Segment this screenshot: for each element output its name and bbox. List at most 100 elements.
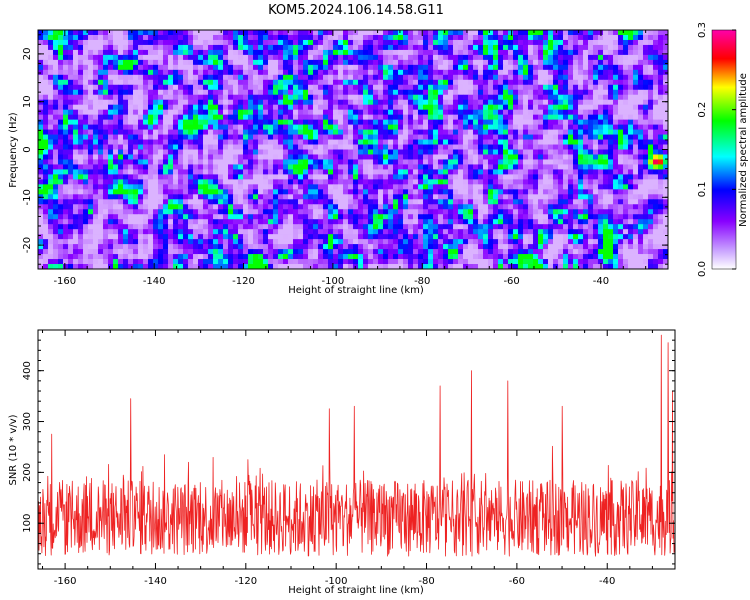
- heatmap-cell: [313, 129, 319, 135]
- heatmap-cell: [263, 189, 269, 195]
- heatmap-cell: [313, 154, 319, 160]
- heatmap-cell: [153, 184, 159, 190]
- heatmap-cell: [123, 144, 129, 150]
- heatmap-cell: [273, 169, 279, 175]
- heatmap-cell: [128, 199, 134, 205]
- heatmap-cell: [478, 209, 484, 215]
- heatmap-cell: [273, 144, 279, 150]
- heatmap-cell: [283, 144, 289, 150]
- heatmap-cell: [443, 164, 449, 170]
- heatmap-cell: [383, 64, 389, 71]
- heatmap-cell: [63, 144, 69, 150]
- heatmap-cell: [603, 94, 609, 101]
- heatmap-cell: [53, 204, 59, 210]
- heatmap-cell: [488, 124, 494, 130]
- heatmap-cell: [248, 149, 254, 155]
- heatmap-cell: [123, 84, 129, 91]
- heatmap-cell: [153, 99, 159, 106]
- heatmap-cell: [108, 69, 114, 76]
- heatmap-cell: [303, 89, 309, 96]
- heatmap-cell: [463, 44, 469, 51]
- heatmap-cell: [383, 139, 389, 145]
- heatmap-cell: [168, 114, 174, 121]
- heatmap-cell: [488, 164, 494, 170]
- heatmap-cell: [428, 174, 434, 180]
- heatmap-cell: [658, 39, 664, 46]
- heatmap-cell: [53, 99, 59, 106]
- heatmap-cell: [383, 69, 389, 76]
- heatmap-cell: [103, 119, 109, 126]
- heatmap-cell: [118, 124, 124, 130]
- heatmap-cell: [203, 204, 209, 210]
- heatmap-cell: [588, 214, 594, 220]
- heatmap-cell: [538, 44, 544, 51]
- heatmap-cell: [458, 114, 464, 121]
- heatmap-cell: [178, 144, 184, 150]
- heatmap-cell: [578, 174, 584, 180]
- heatmap-cell: [328, 154, 334, 160]
- heatmap-cell: [88, 144, 94, 150]
- heatmap-cell: [418, 204, 424, 210]
- heatmap-cell: [253, 74, 259, 81]
- heatmap-cell: [358, 189, 364, 195]
- heatmap-cell: [393, 144, 399, 150]
- heatmap-cell: [623, 39, 629, 46]
- heatmap-cell: [513, 49, 519, 56]
- heatmap-cell: [393, 224, 399, 230]
- heatmap-cell: [108, 139, 114, 145]
- heatmap-cell: [108, 134, 114, 140]
- heatmap-cell: [278, 139, 284, 145]
- heatmap-cell: [273, 199, 279, 205]
- heatmap-cell: [113, 164, 119, 170]
- heatmap-cell: [643, 164, 649, 170]
- heatmap-cell: [88, 189, 94, 195]
- heatmap-cell: [518, 139, 524, 145]
- heatmap-cell: [298, 84, 304, 91]
- heatmap-cell: [563, 149, 569, 155]
- heatmap-cell: [473, 169, 479, 175]
- heatmap-cell: [553, 109, 559, 116]
- heatmap-cell: [478, 79, 484, 86]
- heatmap-cell: [273, 159, 279, 165]
- heatmap-cell: [178, 84, 184, 91]
- heatmap-cell: [313, 114, 319, 121]
- heatmap-cell: [358, 109, 364, 116]
- heatmap-cell: [158, 159, 164, 165]
- heatmap-cell: [48, 224, 54, 230]
- heatmap-cell: [548, 144, 554, 150]
- heatmap-cell: [408, 44, 414, 51]
- heatmap-cell: [288, 44, 294, 51]
- heatmap-cell: [433, 54, 439, 61]
- heatmap-cell: [553, 44, 559, 51]
- heatmap-cell: [608, 64, 614, 71]
- heatmap-cell: [488, 209, 494, 215]
- heatmap-cell: [98, 99, 104, 106]
- heatmap-cell: [603, 109, 609, 116]
- heatmap-cell: [268, 49, 274, 56]
- heatmap-cell: [278, 69, 284, 76]
- heatmap-cell: [488, 119, 494, 126]
- heatmap-cell: [658, 199, 664, 205]
- heatmap-cell: [308, 174, 314, 180]
- heatmap-cell: [148, 79, 154, 86]
- heatmap-cell: [308, 114, 314, 121]
- heatmap-cell: [218, 44, 224, 51]
- heatmap-cell: [53, 39, 59, 46]
- heatmap-cell: [513, 139, 519, 145]
- heatmap-cell: [583, 199, 589, 205]
- heatmap-cell: [583, 89, 589, 96]
- heatmap-cell: [128, 69, 134, 76]
- heatmap-cell: [493, 124, 499, 130]
- heatmap-cell: [463, 49, 469, 56]
- heatmap-cell: [453, 30, 459, 36]
- heatmap-cell: [328, 39, 334, 46]
- heatmap-cell: [263, 79, 269, 86]
- heatmap-cell: [78, 154, 84, 160]
- heatmap-cell: [578, 64, 584, 71]
- heatmap-cell: [173, 79, 179, 86]
- heatmap-cell: [383, 44, 389, 51]
- heatmap-cell: [343, 44, 349, 51]
- heatmap-cell: [263, 69, 269, 76]
- heatmap-cell: [273, 214, 279, 220]
- heatmap-cell: [348, 30, 354, 36]
